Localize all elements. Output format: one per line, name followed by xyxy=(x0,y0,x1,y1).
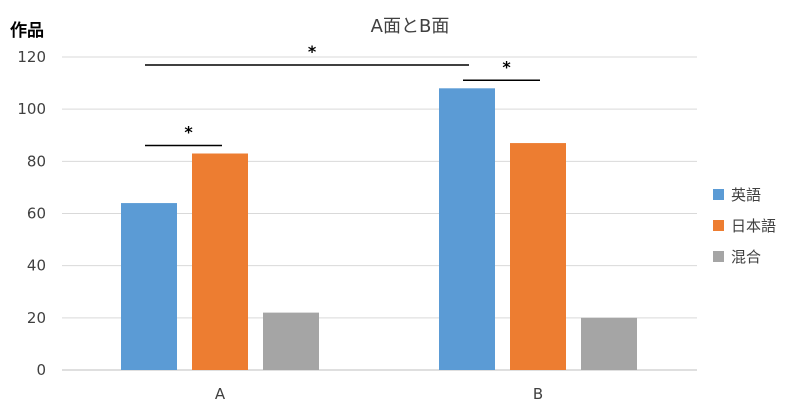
y-tick-label: 60 xyxy=(27,205,46,223)
x-tick-label: A xyxy=(215,385,226,403)
y-axis-label: 作品 xyxy=(10,20,44,41)
bar-B-3 xyxy=(581,317,637,370)
bar-B-2 xyxy=(510,143,566,370)
y-tick-label: 0 xyxy=(36,361,46,379)
x-tick-label: B xyxy=(533,385,543,403)
bars xyxy=(121,88,637,371)
y-tick-label: 100 xyxy=(17,100,46,118)
bar-B-1 xyxy=(439,88,495,371)
legend-label: 英語 xyxy=(731,186,761,204)
significance-mark: * xyxy=(308,42,317,61)
significance-annotations: * * * xyxy=(145,42,540,147)
significance-mark: * xyxy=(184,123,193,142)
significance-mark: * xyxy=(502,57,511,76)
y-tick-label: 20 xyxy=(27,309,46,327)
y-tick-label: 40 xyxy=(27,257,46,275)
legend-label: 混合 xyxy=(731,248,761,266)
legend-swatch xyxy=(713,251,724,262)
bar-A-1 xyxy=(121,203,177,370)
y-tick-label: 80 xyxy=(27,152,46,170)
legend-swatch xyxy=(713,220,724,231)
chart-title: A面とB面 xyxy=(371,16,450,37)
y-tick-label: 120 xyxy=(17,48,46,66)
legend-swatch xyxy=(713,189,724,200)
bar-A-3 xyxy=(263,312,319,370)
legend-label: 日本語 xyxy=(731,217,776,235)
bar-A-2 xyxy=(192,153,248,370)
y-tick-labels: 0 20 40 60 80 100 120 xyxy=(17,48,46,379)
